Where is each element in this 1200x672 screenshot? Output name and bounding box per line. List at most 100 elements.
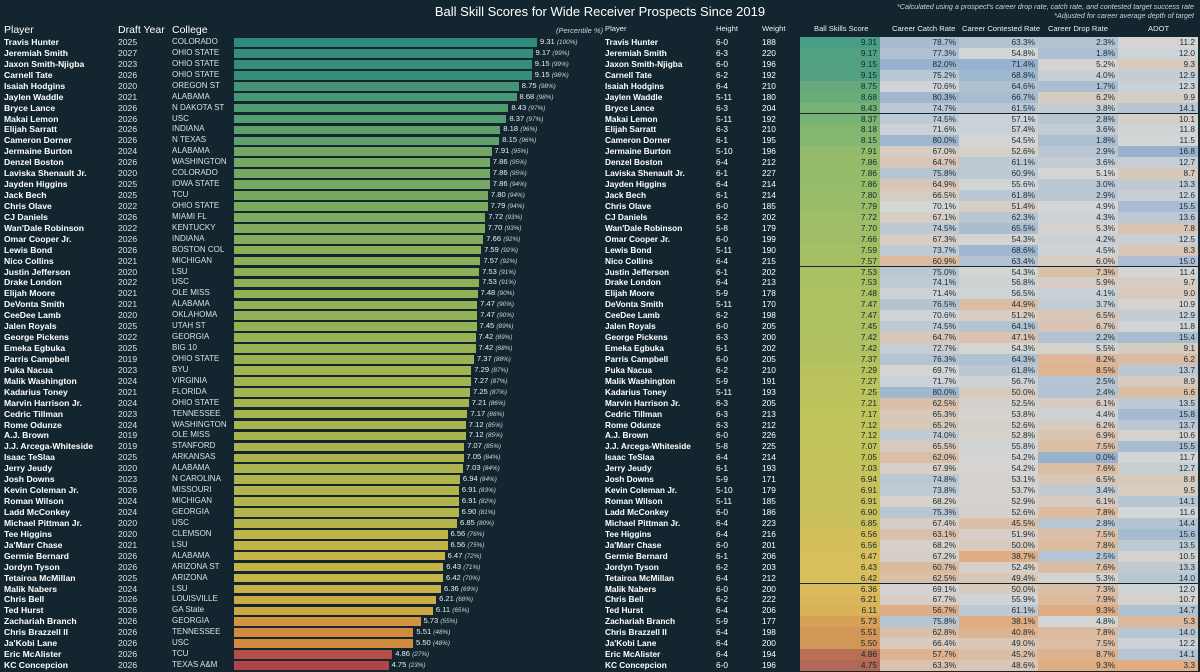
contested-rate-cell: 47.1% [959,332,1038,343]
score-cell: 7.42 [800,343,880,354]
bar [234,639,413,648]
bar-draft-year: 2024 [118,375,138,386]
bar-draft-year: 2025 [118,321,138,332]
table-row: Roman Wilson 5-11 185 6.91 68.2% 52.9% 6.1% 14.… [0,496,1200,507]
adot-cell: 12.7 [1118,463,1198,475]
height-cell: 6-3 [716,397,728,408]
bar-draft-year: 2020 [118,310,138,321]
bar-percentile-label: (98%) [536,93,554,101]
bar-college: TEXAS A&M [172,660,218,669]
score-cell: 6.91 [800,496,880,507]
weight-cell: 192 [762,113,776,124]
bar-percentile-label: (70%) [462,574,480,582]
bar-player-name: Makai Lemon [4,113,59,124]
drop-rate-cell: 3.8% [1038,102,1118,114]
bar-college: ALABAMA [172,91,210,101]
catch-rate-cell: 75.2% [880,69,959,81]
bar-value-label: 6.91 [461,496,477,506]
bar-value-label: 7.86 [492,157,508,167]
bar-player-name: Jalen Royals [4,321,57,332]
bar-percentile-label: (80%) [476,519,494,527]
height-cell: 6-0 [716,200,728,211]
height-cell: 5-11 [716,386,732,397]
bar-player-name: Ted Hurst [4,605,44,616]
score-cell: 8.18 [800,124,880,136]
weight-cell: 185 [762,496,776,507]
bar-player-name: Cameron Dorner [4,135,72,146]
adot-cell: 6.2 [1118,353,1198,365]
bar-value-label: 7.42 [478,332,494,342]
bar-college: COLORADO [172,37,218,46]
height-cell: 5-11 [716,91,732,102]
table-player-name: CeeDee Lamb [605,310,660,321]
height-cell: 5-10 [716,146,733,157]
bar-value-label: 6.94 [462,474,478,484]
bar-row: Jack Bech 2025 TCU 7.80 (94%) [0,190,600,201]
adot-cell: 9.9 [1118,91,1198,103]
adot-cell: 14.0 [1118,572,1198,584]
height-cell: 6-2 [716,561,728,572]
bar-percentile-label: (94%) [507,192,525,200]
contested-rate-cell: 56.5% [959,288,1038,300]
table-row: Parris Campbell 6-0 205 7.37 76.3% 64.3% 8.2% 6… [0,353,1200,365]
catch-rate-cell: 64.9% [880,179,959,190]
bar-percentile-label: (98%) [538,82,556,90]
height-cell: 5-10 [716,485,733,496]
bar [234,213,486,222]
table-player-name: Denzel Boston [605,157,663,168]
table-row: Zachariah Branch 5-9 177 5.73 75.8% 38.1% 4.8%… [0,616,1200,628]
bar-row: Josh Downs 2023 N CAROLINA 6.94 (84%) [0,474,600,485]
weight-cell: 193 [762,386,776,397]
bar-player-name: Kadarius Toney [4,386,68,397]
drop-rate-cell: 2.8% [1038,517,1118,529]
catch-rate-cell: 75.3% [880,506,959,518]
weight-cell: 206 [762,605,776,616]
bar-value-label: 6.21 [439,594,454,604]
table-row: Denzel Boston 6-4 212 7.86 64.7% 61.1% 3.6% 12.… [0,157,1200,169]
bar-percentile-label: (89%) [496,323,514,331]
bar-row: Jerry Jeudy 2020 ALABAMA 7.03 (84%) [0,463,600,474]
table-player-name: Jerry Jeudy [605,463,652,474]
bar [234,540,448,550]
catch-rate-cell: 67.1% [880,211,959,223]
bar-college: WASHINGTON [172,157,227,167]
bar [234,420,466,430]
bar-draft-year: 2020 [118,168,138,179]
bar-percentile-label: (86%) [488,399,506,407]
catch-rate-cell: 70.6% [880,80,959,92]
table-row: Ja'Kobi Lane 6-4 200 5.50 66.4% 49.0% 7.5% 12.2 [0,638,1200,650]
bar-draft-year: 2026 [118,124,138,135]
contested-rate-cell: 51.9% [959,528,1038,540]
catch-rate-cell: 80.0% [880,386,959,398]
height-cell: 6-4 [716,80,728,91]
weight-cell: 192 [762,69,776,80]
bar [234,595,437,605]
catch-rate-cell: 75.8% [880,168,959,180]
bar [234,519,457,528]
bar-draft-year: 2020 [118,528,138,539]
adot-cell: 14.0 [1118,627,1198,639]
bar [234,355,474,364]
bar-value-label: 7.21 [471,397,487,407]
table-row: J.J. Arcega-Whiteside 5-8 225 7.07 65.5% 55.8… [0,441,1200,453]
height-cell: 6-4 [716,528,728,539]
catch-rate-cell: 66.4% [880,638,959,650]
score-cell: 8.15 [800,135,880,147]
bar-row: Puka Nacua 2023 BYU 7.29 (87%) [0,365,600,376]
score-cell: 7.37 [800,353,880,365]
bar-percentile-label: (75%) [467,541,485,549]
bar-college: MISSOURI [172,485,212,495]
score-cell: 7.12 [800,419,880,431]
table-player-name: Isaiah Hodgins [605,80,665,91]
catch-rate-cell: 74.5% [880,222,959,234]
drop-rate-cell: 8.5% [1038,364,1118,376]
contested-rate-cell: 55.8% [959,441,1038,453]
bar-player-name: Omar Cooper Jr. [4,233,72,244]
bar-value-label: 6.91 [461,485,477,495]
catch-rate-cell: 67.3% [880,233,959,245]
table-row: Germie Bernard 6-1 206 6.47 67.2% 38.7% 2.5% 10… [0,550,1200,562]
weight-cell: 204 [762,102,776,113]
bar-college: ARKANSAS [172,452,216,462]
catch-rate-cell: 73.7% [880,244,959,256]
bar-player-name: Denzel Boston [4,157,64,168]
